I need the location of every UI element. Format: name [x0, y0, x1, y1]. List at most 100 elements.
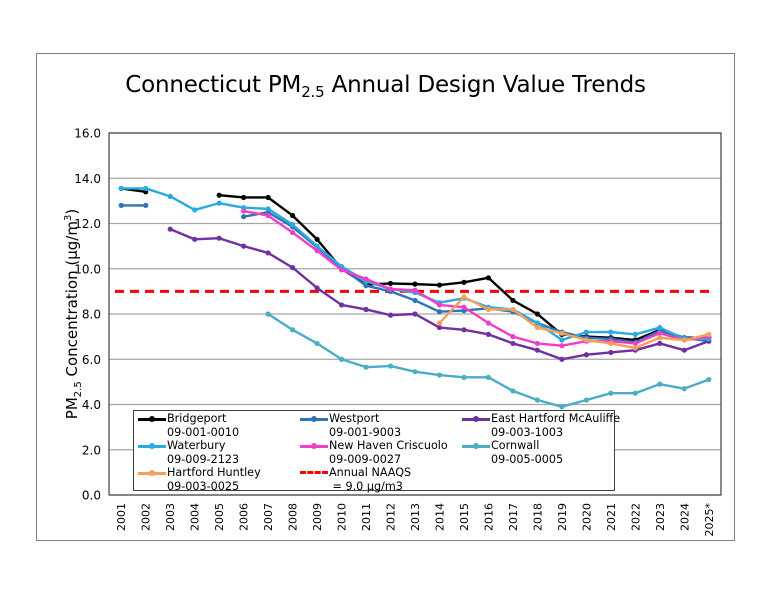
legend-line-marker-icon	[300, 412, 328, 425]
y-tick-label: 4.0	[82, 398, 101, 412]
x-tick-labels: 2001 2002 2003 2004 2005 2006 2007 2008 2009 2010…	[115, 503, 716, 537]
legend-item: New Haven Criscuolo 09-009-0027	[300, 439, 448, 466]
legend-item: Cornwall 09-005-0005	[462, 439, 563, 466]
data-point	[412, 287, 418, 293]
x-tick-label: 2009	[311, 503, 324, 531]
data-point	[143, 185, 149, 192]
data-point	[559, 356, 565, 362]
data-point	[608, 329, 614, 335]
data-point	[436, 372, 443, 378]
data-point	[412, 281, 418, 287]
legend-item: Waterbury 09-009-2123	[138, 439, 239, 466]
legend-label: Waterbury	[167, 439, 226, 452]
data-point	[436, 309, 443, 315]
y-tick-label: 10.0	[74, 262, 101, 276]
plot-area-border	[108, 132, 722, 496]
data-point	[461, 279, 467, 285]
series-line	[243, 210, 709, 344]
legend-sublabel: 09-001-9003	[329, 425, 402, 439]
data-point	[192, 207, 198, 213]
series-line	[438, 295, 710, 350]
data-point	[657, 324, 663, 331]
data-point	[216, 192, 222, 198]
y-tick-label: 16.0	[74, 127, 101, 141]
data-point	[192, 236, 198, 242]
data-point	[314, 285, 320, 291]
data-point	[632, 331, 638, 337]
title-subscript: 2.5	[301, 83, 325, 101]
legend-line-marker-icon	[138, 412, 166, 425]
legend-label: Cornwall	[491, 439, 540, 452]
data-point	[485, 306, 492, 313]
data-point	[485, 331, 492, 337]
x-tick-label: 2015	[458, 503, 471, 531]
x-tick-label: 2023	[654, 503, 667, 531]
x-tick-label: 2018	[531, 503, 544, 531]
data-point	[265, 250, 271, 256]
data-point	[290, 222, 296, 228]
data-point	[510, 340, 516, 347]
x-tick-label: 2004	[189, 503, 202, 531]
x-tick-label: 2021	[605, 503, 618, 531]
legend-item: Hartford Huntley 09-003-0025	[138, 466, 261, 493]
legend-label: East Hartford McAuliffe	[491, 412, 621, 425]
data-point	[412, 369, 418, 375]
data-point	[363, 306, 369, 313]
x-tick-label: 2020	[580, 503, 593, 531]
data-point	[559, 343, 565, 349]
legend-sublabel: 09-001-0010	[167, 425, 240, 439]
series-hartford-huntley	[436, 294, 712, 351]
x-tick-label: 2003	[164, 503, 177, 531]
data-point	[534, 320, 541, 326]
data-point	[583, 352, 589, 358]
data-point	[436, 320, 443, 326]
legend-sublabel: 09-005-0005	[491, 452, 564, 466]
data-point	[167, 226, 173, 232]
series-cornwall	[265, 311, 712, 410]
series-bridgeport	[118, 185, 712, 343]
x-tick-label: 2005	[213, 503, 226, 531]
data-point	[559, 404, 565, 410]
data-point	[657, 381, 663, 387]
data-point	[657, 340, 663, 347]
data-point	[583, 337, 589, 343]
legend-line-marker-icon	[462, 439, 490, 452]
data-point	[461, 327, 467, 333]
y-tick-labels: 0.0 2.0 4.0 6.0 8.0 10.0 12.0 14.0 16.0	[74, 127, 101, 503]
y-tick-label: 6.0	[82, 353, 101, 367]
y-tick-label: 12.0	[74, 217, 101, 231]
legend-dashed-line-icon	[300, 466, 328, 479]
data-point	[363, 283, 369, 289]
data-point	[559, 330, 565, 336]
data-point	[706, 377, 712, 383]
y-tick-label: 14.0	[74, 172, 101, 186]
title-rest: Annual Design Value Trends	[324, 72, 646, 98]
legend-sublabel: 09-009-2123	[167, 452, 240, 466]
data-point	[706, 331, 712, 337]
chart-title: Connecticut PM2.5 Annual Design Value Tr…	[0, 72, 771, 101]
data-point	[118, 202, 124, 208]
data-point	[118, 185, 124, 192]
data-point	[510, 306, 516, 313]
series-line	[267, 312, 710, 408]
data-point	[632, 390, 638, 396]
data-point	[583, 397, 589, 403]
data-point	[510, 388, 516, 394]
legend-item: Bridgeport 09-001-0010	[138, 412, 239, 439]
data-point	[608, 390, 614, 396]
data-point	[681, 337, 687, 343]
data-point	[265, 194, 271, 201]
series-waterbury	[118, 185, 712, 343]
legend-label: New Haven Criscuolo	[329, 439, 448, 452]
series-line	[121, 187, 709, 342]
series-line	[243, 209, 709, 347]
x-tick-label: 2022	[629, 503, 642, 531]
legend-label: Annual NAAQS	[329, 466, 412, 479]
data-point	[314, 236, 320, 242]
y-tick-label: 2.0	[82, 443, 101, 457]
legend-label: Hartford Huntley	[167, 466, 261, 479]
data-point	[461, 294, 467, 300]
data-point	[265, 206, 271, 212]
series-lines	[118, 185, 712, 410]
title-main: Connecticut PM	[125, 72, 302, 98]
